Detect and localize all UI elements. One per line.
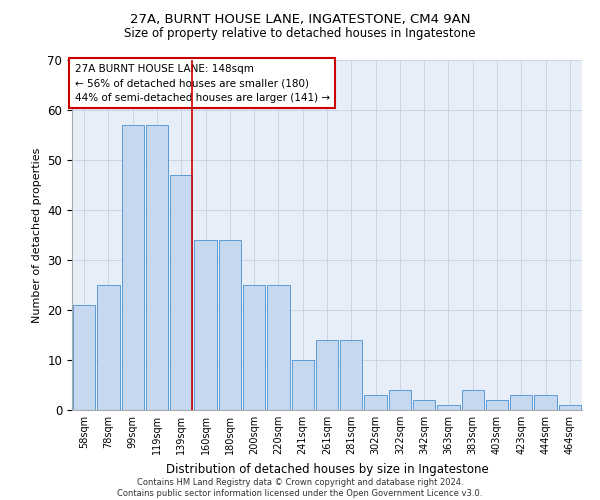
Text: Size of property relative to detached houses in Ingatestone: Size of property relative to detached ho… <box>124 28 476 40</box>
Bar <box>364 395 387 410</box>
Bar <box>413 400 436 410</box>
Bar <box>194 240 217 410</box>
Text: 27A, BURNT HOUSE LANE, INGATESTONE, CM4 9AN: 27A, BURNT HOUSE LANE, INGATESTONE, CM4 … <box>130 12 470 26</box>
X-axis label: Distribution of detached houses by size in Ingatestone: Distribution of detached houses by size … <box>166 462 488 475</box>
Text: 27A BURNT HOUSE LANE: 148sqm
← 56% of detached houses are smaller (180)
44% of s: 27A BURNT HOUSE LANE: 148sqm ← 56% of de… <box>74 64 329 103</box>
Bar <box>510 395 532 410</box>
Bar <box>122 125 144 410</box>
Bar <box>486 400 508 410</box>
Bar <box>437 405 460 410</box>
Bar <box>218 240 241 410</box>
Bar <box>267 285 290 410</box>
Bar <box>535 395 557 410</box>
Bar <box>73 305 95 410</box>
Bar <box>461 390 484 410</box>
Bar <box>243 285 265 410</box>
Text: Contains HM Land Registry data © Crown copyright and database right 2024.
Contai: Contains HM Land Registry data © Crown c… <box>118 478 482 498</box>
Bar <box>340 340 362 410</box>
Bar <box>292 360 314 410</box>
Bar <box>146 125 168 410</box>
Bar <box>559 405 581 410</box>
Bar <box>389 390 411 410</box>
Y-axis label: Number of detached properties: Number of detached properties <box>32 148 42 322</box>
Bar <box>97 285 119 410</box>
Bar <box>170 175 193 410</box>
Bar <box>316 340 338 410</box>
